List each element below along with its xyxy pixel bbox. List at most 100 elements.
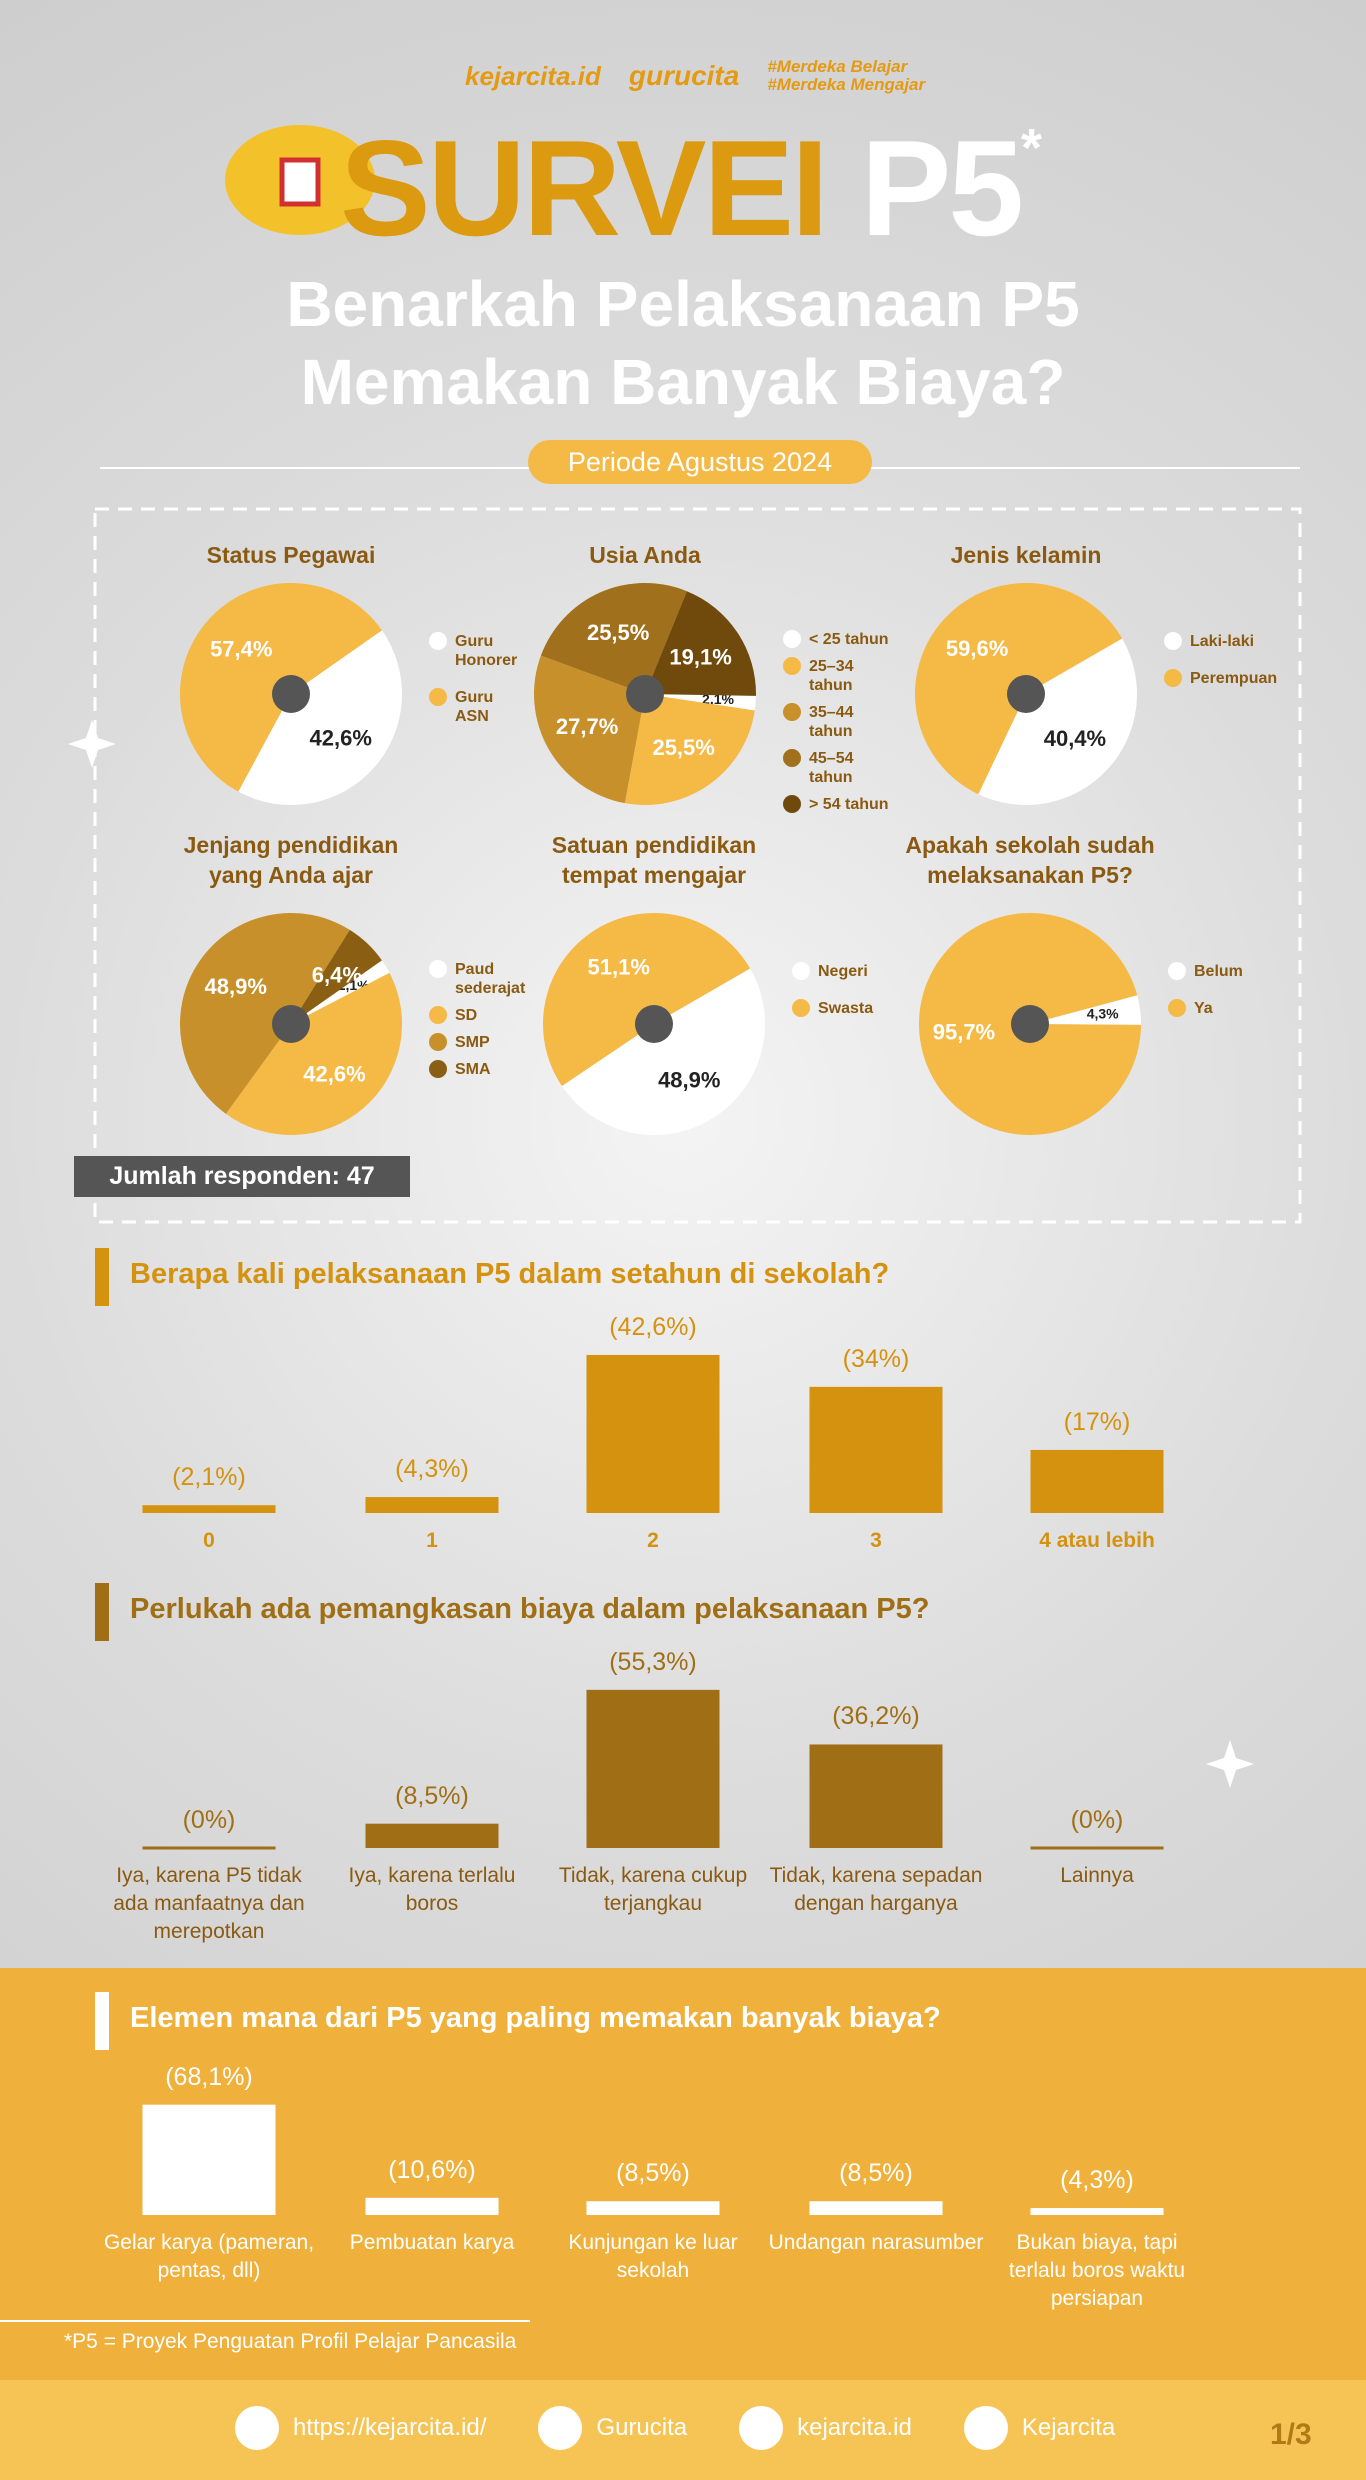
pie-slice	[291, 929, 382, 1024]
pie-value-label: 59,6%	[946, 636, 1008, 661]
bar-value-label: (4,3%)	[395, 1455, 469, 1484]
pie-slice	[543, 913, 751, 1087]
legend-label: < 25 tahun	[809, 631, 889, 648]
footer: https://kejarcita.id/Gurucita kejarcita.i…	[235, 2406, 1115, 2450]
bar	[809, 1386, 943, 1513]
legend-swatch	[792, 999, 810, 1017]
asterisk: *	[1021, 118, 1042, 178]
bar-value-label: (0%)	[1070, 1806, 1124, 1834]
legend-label: Paud sederajat	[455, 961, 526, 997]
legend-swatch	[429, 1060, 447, 1078]
x-tick-label: Lainnya	[1060, 1864, 1134, 1887]
x-tick-label: Tidak, karena cukup terjangkau	[558, 1864, 748, 1915]
footer-link: Kejarcita	[1021, 2414, 1116, 2441]
footer-icon	[963, 2406, 1008, 2450]
legend-item: 45–54 tahun	[783, 749, 898, 787]
legend-item: SD	[429, 1006, 544, 1025]
title-accent: P5	[860, 112, 1024, 264]
legend-swatch	[783, 657, 801, 675]
x-tick-label: Tidak, karena sepadan dengan harganya	[769, 1864, 983, 1915]
dashed-frame	[93, 507, 1302, 1224]
sparkle	[68, 720, 116, 768]
x-tick-label: Iya, karena terlalu boros	[348, 1864, 516, 1915]
legend-swatch	[1164, 632, 1182, 650]
pie-value-label: 6,4%	[312, 963, 362, 988]
legend-item: Perempuan	[1164, 669, 1277, 688]
legend-label: SMP	[455, 1034, 490, 1051]
legend: < 25 tahun 25–34 tahun 35–44 tahun 45–54 ta…	[783, 630, 898, 814]
pie-slice	[624, 694, 755, 806]
legend-item: Guru Honorer	[429, 632, 524, 670]
bar-value-label: (0%)	[182, 1806, 236, 1834]
legend-item: Ya	[1168, 999, 1263, 1018]
legend: Belum Ya	[1168, 962, 1263, 1018]
bar	[809, 1744, 943, 1848]
pie-value-label: 19,1%	[669, 644, 731, 669]
bar	[142, 1505, 276, 1513]
pie-center	[635, 1005, 673, 1043]
chart-title: Elemen mana dari P5 yang paling memakan …	[130, 2002, 941, 2034]
emblem	[225, 125, 375, 235]
pie-value-label: 4,3%	[1087, 1006, 1119, 1022]
logo: #Merdeka Belajar #Merdeka Mengajar	[767, 58, 925, 94]
legend-label: 25–34 tahun	[809, 658, 854, 694]
subtitle-line: Memakan Banyak Biaya?	[300, 346, 1066, 418]
pie-slice	[534, 655, 645, 804]
bar-value-label: (8,5%)	[395, 1781, 469, 1810]
pie-title: Usia Anda	[589, 542, 701, 568]
footer-item: Kejarcita	[963, 2406, 1116, 2450]
legend-item: Paud sederajat	[429, 960, 544, 998]
pie-slice	[1030, 995, 1141, 1025]
footer-item: kejarcita.id	[739, 2406, 912, 2450]
pie-value-label: 57,4%	[210, 637, 272, 662]
subtitle-line: Benarkah Pelaksanaan P5	[286, 268, 1080, 340]
legend-item: < 25 tahun	[783, 630, 898, 649]
title-marker	[95, 1248, 109, 1306]
pie-title: Satuan pendidikan tempat mengajar	[551, 832, 757, 888]
bar-value-label: (55,3%)	[609, 1647, 697, 1676]
legend-label: SMA	[455, 1061, 491, 1078]
legend-label: Guru Honorer	[455, 633, 518, 669]
legend-label: 45–54 tahun	[809, 750, 854, 786]
footer-icon	[739, 2406, 784, 2450]
legend-swatch	[1168, 999, 1186, 1017]
legend-item: Guru ASN	[429, 688, 524, 726]
pie-center	[626, 675, 664, 713]
legend-item: Swasta	[792, 999, 887, 1018]
legend: Paud sederajat SD SMP SMA	[429, 960, 544, 1079]
pie-title: Jenis kelamin	[950, 542, 1102, 568]
legend-item: Belum	[1168, 962, 1263, 981]
x-tick-label: Gelar karya (pameran, pentas, dll)	[103, 2231, 315, 2282]
bar	[586, 1354, 720, 1513]
bar-value-label: (10,6%)	[388, 2155, 476, 2184]
pie-value-label: 40,4%	[1044, 726, 1106, 751]
pie-title: Jenjang pendidikan yang Anda ajar	[183, 832, 399, 888]
footer-item: https://kejarcita.id/	[235, 2406, 486, 2450]
pie-value-label: 51,1%	[588, 955, 650, 980]
legend-swatch	[783, 703, 801, 721]
legend-label: Belum	[1194, 963, 1243, 980]
footer-icon	[235, 2406, 279, 2450]
bar-value-label: (17%)	[1063, 1407, 1131, 1436]
pie-slice	[645, 591, 756, 696]
bar	[586, 2201, 720, 2215]
bar	[365, 1497, 499, 1513]
logos: kejarcita.id gurucita #Merdeka Belajar #…	[465, 58, 945, 94]
footer-link: https://kejarcita.id/	[293, 2414, 487, 2441]
logo-line: #Merdeka Mengajar	[767, 75, 926, 94]
x-tick-label: Undangan narasumber	[768, 2231, 984, 2254]
legend-item: 25–34 tahun	[783, 657, 898, 695]
footer-band	[0, 2380, 1366, 2480]
pie-title: Status Pegawai	[206, 542, 376, 568]
bar-value-label: (42,6%)	[609, 1312, 697, 1341]
x-tick-label: Kunjungan ke luar sekolah	[568, 2231, 738, 2282]
pie-center	[272, 675, 310, 713]
legend-swatch	[783, 749, 801, 767]
page-number: 1/3	[1270, 2418, 1312, 2451]
pie-value-label: 42,6%	[310, 725, 372, 750]
legend-label: Ya	[1194, 1000, 1213, 1017]
legend-label: Laki-laki	[1190, 633, 1255, 650]
x-tick-label: 2	[647, 1529, 659, 1552]
pie-value-label: 48,9%	[205, 974, 267, 999]
